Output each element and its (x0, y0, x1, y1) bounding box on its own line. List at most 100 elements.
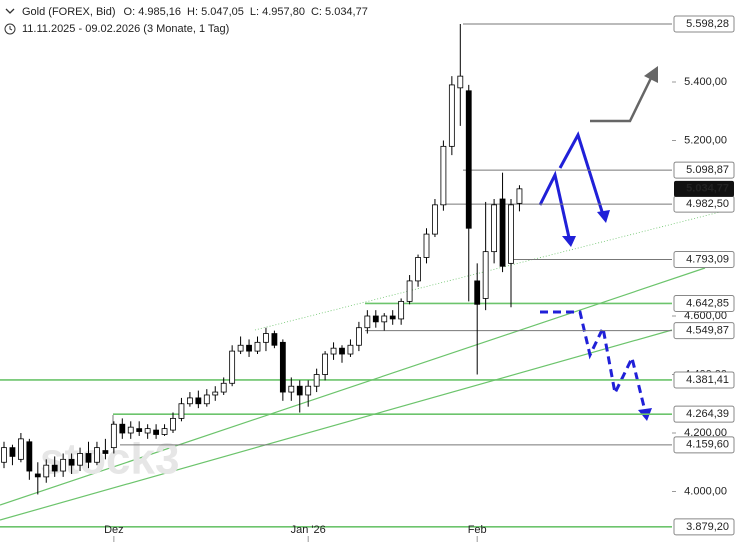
candle-body (389, 315, 396, 320)
candle-body (94, 447, 100, 463)
level-label: 4.793,09 (686, 253, 729, 265)
candle-body (482, 251, 489, 299)
candle-body (43, 464, 50, 478)
candle-body (60, 458, 67, 472)
candles (1, 23, 523, 495)
y-tick-label: 4.000,00 (684, 485, 727, 497)
candle-body (322, 353, 329, 375)
forecast-path (540, 310, 648, 416)
candle-body (102, 450, 109, 454)
level-label: 5.598,28 (686, 18, 729, 30)
y-tick-label: 5.200,00 (684, 134, 727, 146)
candle-body (508, 204, 514, 264)
level-label-box (673, 436, 735, 454)
x-tick-label: Jan '26 (291, 524, 326, 536)
candle-body (26, 441, 33, 472)
candle-body (203, 394, 210, 405)
candle-body (288, 385, 295, 393)
candle-body (195, 397, 202, 405)
subtitle: 11.11.2025 - 09.02.2026 (3 Monate, 1 Tag… (22, 23, 229, 35)
candle-body (516, 188, 523, 204)
candle-body (110, 423, 117, 449)
candle-body (415, 257, 421, 282)
title: Gold (FOREX, Bid) (22, 6, 116, 18)
candle-body (237, 344, 244, 352)
header: Gold (FOREX, Bid) 11.11.2025 - 09.02.202… (4, 6, 229, 35)
candle-body (186, 397, 193, 405)
forecast-arrow (558, 131, 606, 219)
level-label-box (673, 161, 735, 179)
level-label-box (673, 294, 735, 312)
candle-body (229, 350, 236, 384)
forecast-arrow (538, 170, 572, 243)
candle-body (381, 315, 388, 323)
candle-body (212, 391, 219, 396)
trend-line (254, 211, 721, 331)
level-label: 5.098,87 (686, 164, 729, 176)
collapse-icon[interactable] (5, 8, 15, 14)
level-label-box (673, 405, 735, 423)
candle-body (34, 473, 41, 478)
candle-body (313, 374, 320, 387)
last-price-label: 5.034,77 (686, 183, 729, 195)
trend-line (0, 267, 706, 506)
y-tick-label: 4.600,00 (684, 310, 727, 322)
candle-body (178, 403, 185, 419)
level-label: 4.159,60 (686, 439, 729, 451)
candle-body (68, 458, 75, 466)
candle-body (432, 204, 438, 235)
level-label-box (673, 15, 735, 33)
clock-icon (4, 23, 16, 35)
last-price-box (674, 180, 734, 197)
candle-body (339, 347, 345, 355)
candle-body (499, 198, 506, 267)
ohlc-label: O: 4.985,16 (124, 6, 182, 18)
candle-body (119, 423, 126, 434)
candle-body (170, 417, 176, 431)
candle-body (440, 145, 447, 206)
candle-body (263, 333, 269, 343)
ohlc-label: H: 5.047,05 (187, 6, 244, 18)
candle-body (246, 344, 252, 352)
candle-body (1, 447, 7, 463)
candle-body (355, 327, 362, 346)
candle-body (271, 333, 278, 346)
candle-body (9, 447, 16, 457)
y-tick-label: 4.200,00 (684, 427, 727, 439)
level-label: 4.381,41 (686, 374, 729, 386)
candle-body (17, 438, 24, 460)
candle-body (85, 453, 92, 463)
candle-body (153, 429, 160, 435)
drawings (0, 66, 721, 521)
candle-body (398, 300, 405, 320)
candle-body (296, 385, 303, 396)
candle-body (448, 84, 455, 147)
candle-body (305, 385, 312, 396)
candle-body (77, 453, 83, 466)
scenario-arrow (590, 75, 654, 123)
candle-body (364, 315, 371, 329)
candle-body (491, 204, 498, 253)
candle-body (161, 428, 168, 435)
candle-body (457, 75, 464, 89)
arrowhead (597, 210, 610, 223)
level-label: 4.642,85 (686, 297, 729, 309)
candle-body (127, 426, 134, 434)
level-label-box (673, 371, 735, 389)
ohlc-label: C: 5.034,77 (311, 6, 368, 18)
x-tick-label: Dez (104, 524, 124, 536)
candle-body (136, 428, 143, 432)
level-label-box (673, 251, 735, 269)
trend-line (0, 329, 673, 521)
candle-body (465, 90, 472, 229)
candle-body (220, 382, 227, 393)
level-label: 4.264,39 (686, 408, 729, 420)
level-label-box (673, 518, 735, 536)
clock-hand (9, 26, 13, 31)
y-tick-label: 5.400,00 (684, 76, 727, 88)
arrowhead (562, 236, 576, 247)
candle-body (372, 315, 379, 323)
candle-body (347, 344, 354, 355)
candle-body (474, 280, 481, 305)
